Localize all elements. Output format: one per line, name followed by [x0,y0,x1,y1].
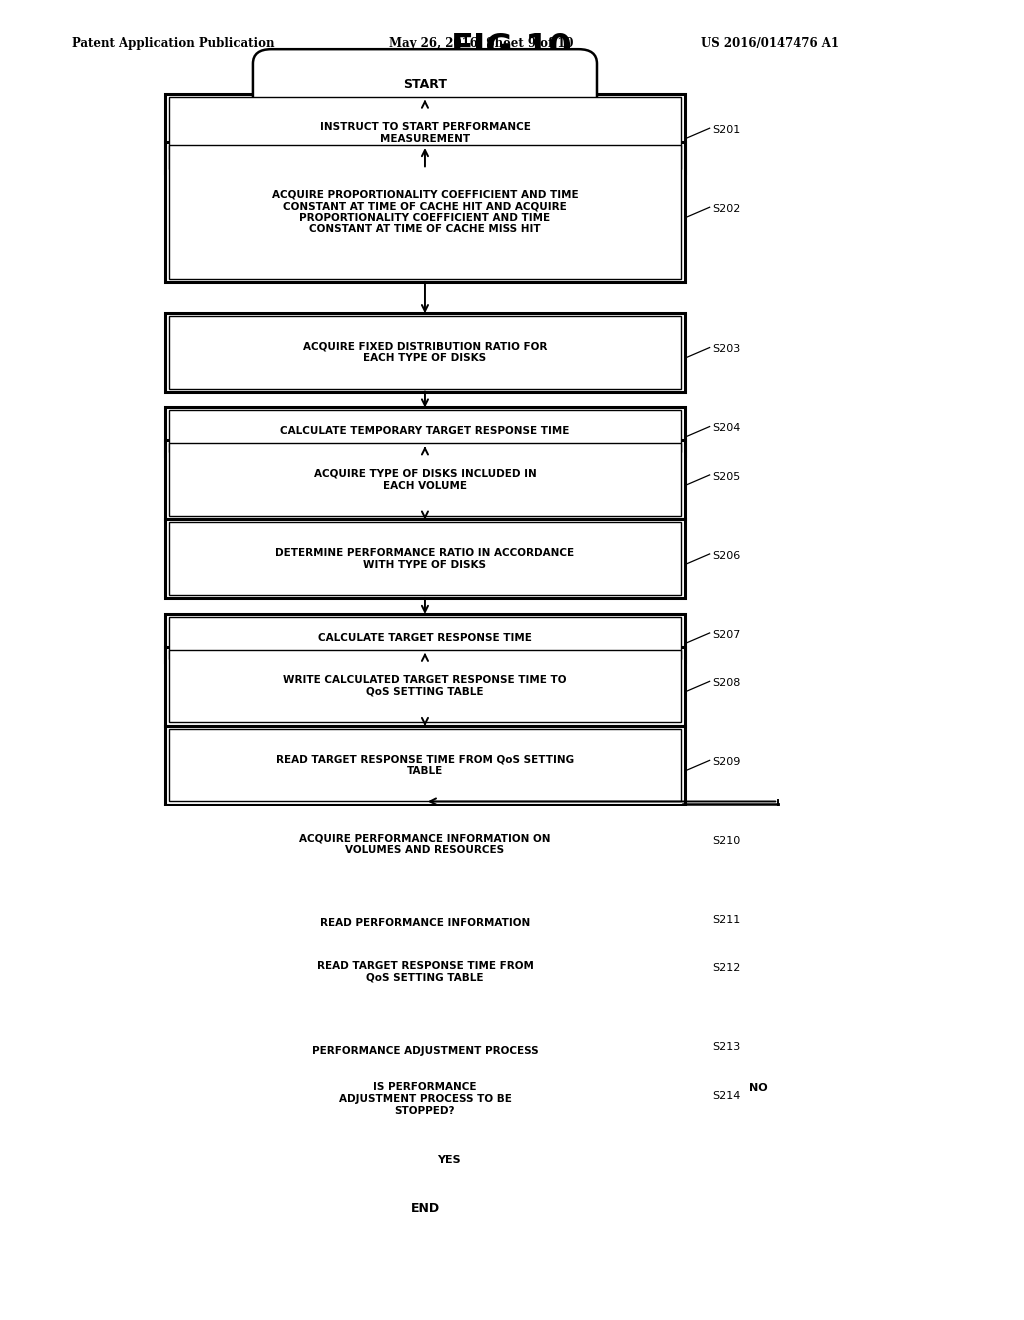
Bar [165,805,685,883]
Bar [169,1030,681,1072]
Text: START: START [403,78,446,91]
Bar [165,407,685,455]
Text: CALCULATE TEMPORARY TARGET RESPONSE TIME: CALCULATE TEMPORARY TARGET RESPONSE TIME [281,426,569,437]
Text: S214: S214 [713,1090,741,1101]
Text: WRITE CALCULATED TARGET RESPONSE TIME TO
QoS SETTING TABLE: WRITE CALCULATED TARGET RESPONSE TIME TO… [284,676,566,697]
Text: YES: YES [437,1155,461,1164]
Text: CALCULATE TARGET RESPONSE TIME: CALCULATE TARGET RESPONSE TIME [318,632,531,643]
Bar [169,616,681,659]
Text: ACQUIRE PROPORTIONALITY COEFFICIENT AND TIME
CONSTANT AT TIME OF CACHE HIT AND A: ACQUIRE PROPORTIONALITY COEFFICIENT AND … [271,190,579,235]
Text: READ TARGET RESPONSE TIME FROM QoS SETTING
TABLE: READ TARGET RESPONSE TIME FROM QoS SETTI… [275,755,574,776]
Text: ACQUIRE FIXED DISTRIBUTION RATIO FOR
EACH TYPE OF DISKS: ACQUIRE FIXED DISTRIBUTION RATIO FOR EAC… [303,342,547,363]
Text: S204: S204 [713,424,741,433]
Bar [165,143,685,282]
Bar [169,523,681,595]
Bar [169,649,681,722]
Text: END: END [411,1203,439,1216]
Text: S202: S202 [713,203,741,214]
Bar [165,313,685,392]
Bar [165,647,685,726]
Text: S203: S203 [713,345,741,354]
Text: S206: S206 [713,550,741,561]
Bar [165,899,685,948]
Bar [169,936,681,1008]
Text: INSTRUCT TO START PERFORMANCE
MEASUREMENT: INSTRUCT TO START PERFORMANCE MEASUREMEN… [319,123,530,144]
Bar [169,729,681,801]
Text: IS PERFORMANCE
ADJUSTMENT PROCESS TO BE
STOPPED?: IS PERFORMANCE ADJUSTMENT PROCESS TO BE … [339,1082,511,1115]
Text: FIG.10: FIG.10 [452,32,572,65]
Bar [165,441,685,519]
Text: S205: S205 [713,471,741,482]
Text: NO: NO [750,1082,768,1093]
Bar [165,614,685,663]
Bar [165,932,685,1011]
Text: DETERMINE PERFORMANCE RATIO IN ACCORDANCE
WITH TYPE OF DISKS: DETERMINE PERFORMANCE RATIO IN ACCORDANC… [275,548,574,569]
Text: S207: S207 [713,630,741,640]
Polygon shape [148,1039,701,1159]
Bar [165,94,685,173]
Text: PERFORMANCE ADJUSTMENT PROCESS: PERFORMANCE ADJUSTMENT PROCESS [311,1045,539,1056]
Text: S209: S209 [713,756,741,767]
Bar [169,145,681,279]
Text: S212: S212 [713,964,741,973]
Text: READ TARGET RESPONSE TIME FROM
QoS SETTING TABLE: READ TARGET RESPONSE TIME FROM QoS SETTI… [316,961,534,982]
Bar [169,315,681,388]
Bar [169,808,681,880]
Text: READ PERFORMANCE INFORMATION: READ PERFORMANCE INFORMATION [319,919,530,928]
Text: Patent Application Publication: Patent Application Publication [72,37,274,50]
Text: S213: S213 [713,1043,741,1052]
Text: ACQUIRE PERFORMANCE INFORMATION ON
VOLUMES AND RESOURCES: ACQUIRE PERFORMANCE INFORMATION ON VOLUM… [299,833,551,855]
Text: ACQUIRE TYPE OF DISKS INCLUDED IN
EACH VOLUME: ACQUIRE TYPE OF DISKS INCLUDED IN EACH V… [313,469,537,491]
Bar [169,444,681,516]
Bar [169,411,681,453]
Text: S208: S208 [713,678,741,688]
Bar [169,903,681,944]
Text: US 2016/0147476 A1: US 2016/0147476 A1 [701,37,840,50]
Text: S210: S210 [713,836,741,846]
Text: May 26, 2016  Sheet 9 of 10: May 26, 2016 Sheet 9 of 10 [389,37,573,50]
Bar [165,1027,685,1074]
FancyBboxPatch shape [253,1173,597,1245]
Bar [165,726,685,805]
FancyBboxPatch shape [253,49,597,120]
Text: S211: S211 [713,915,741,925]
Text: S201: S201 [713,125,741,135]
Bar [169,96,681,169]
Bar [165,519,685,598]
